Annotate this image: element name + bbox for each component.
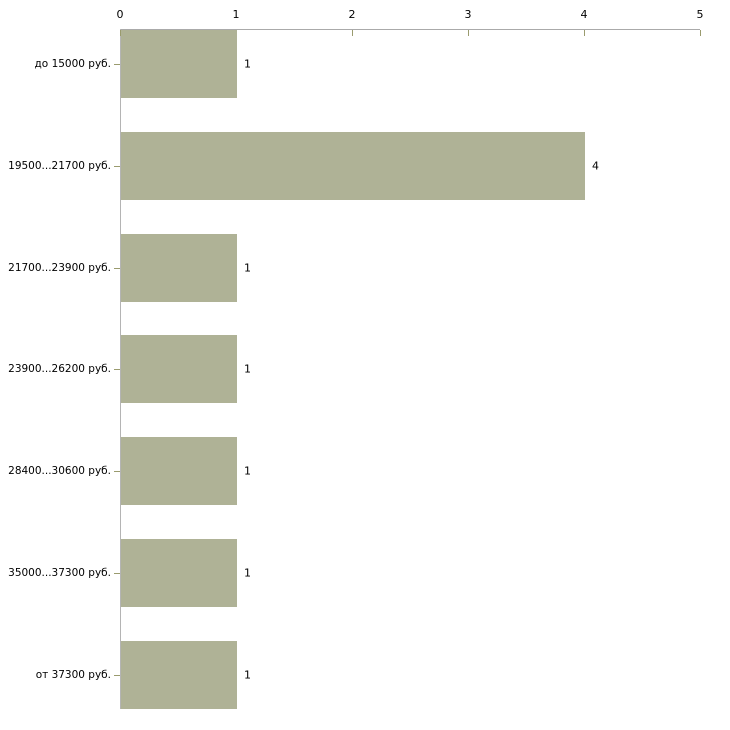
y-axis-tick (114, 573, 120, 574)
bar[interactable] (121, 640, 237, 709)
bar[interactable] (121, 30, 237, 98)
category-label: 19500...21700 руб. (8, 159, 111, 172)
bar[interactable] (121, 539, 237, 607)
x-axis-tick (352, 30, 353, 36)
bar-value-label: 1 (244, 566, 251, 580)
bar[interactable] (121, 131, 585, 200)
x-axis-tick (120, 30, 121, 36)
x-axis-line (120, 29, 700, 30)
category-label: 35000...37300 руб. (8, 567, 111, 579)
x-axis-tick-label: 5 (696, 8, 704, 21)
x-axis-tick (700, 30, 701, 36)
x-axis-tick (584, 30, 585, 36)
x-axis-tick-label: 1 (232, 8, 240, 21)
category-label: 21700...23900 руб. (8, 261, 111, 274)
category-label: 23900...26200 руб. (8, 363, 111, 376)
category-label: до 15000 руб. (34, 58, 111, 70)
category-label: от 37300 руб. (35, 668, 111, 681)
bar[interactable] (121, 335, 237, 404)
bar-value-label: 1 (244, 668, 251, 682)
x-axis-tick-label: 3 (464, 8, 472, 21)
y-axis-tick (114, 675, 120, 676)
bar[interactable] (121, 233, 237, 302)
category-label: 28400...30600 руб. (8, 465, 111, 478)
bar-value-label: 1 (244, 261, 251, 275)
x-axis-tick-label: 4 (580, 8, 588, 21)
bar-value-label: 1 (244, 464, 251, 478)
bar-value-label: 4 (592, 159, 599, 173)
y-axis-tick (114, 166, 120, 167)
y-axis-line (120, 29, 121, 709)
bar-value-label: 1 (244, 57, 251, 71)
y-axis-tick (114, 268, 120, 269)
x-axis-tick (468, 30, 469, 36)
bar-value-label: 1 (244, 362, 251, 376)
y-axis-tick (114, 471, 120, 472)
x-axis-tick-label: 2 (348, 8, 356, 21)
bar[interactable] (121, 437, 237, 506)
y-axis-tick (114, 64, 120, 65)
x-axis-tick-label: 0 (116, 8, 124, 21)
y-axis-tick (114, 369, 120, 370)
